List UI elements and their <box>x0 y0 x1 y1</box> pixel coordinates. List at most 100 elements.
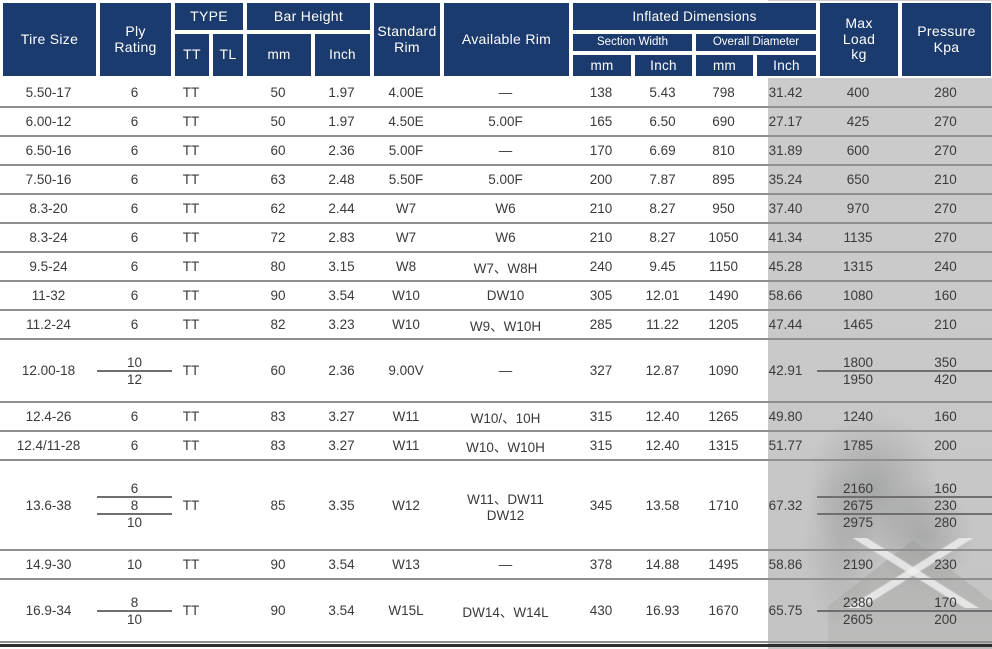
cell-section-width-mm: 240 <box>570 252 632 282</box>
cell-overall-diameter-mm: 1150 <box>693 252 754 282</box>
cell-type-tt: TT <box>172 339 210 403</box>
table-row: 13.6-38 6 8 10 TT 85 3.35 W12 W11、DW11 DW12 345 13.… <box>0 460 992 551</box>
cell-standard-rim: 4.50E <box>371 107 441 137</box>
cell-type-tt: TT <box>172 550 210 580</box>
cell-ply-rating: 8 10 <box>97 579 172 643</box>
cell-pressure: 200 <box>934 438 957 453</box>
cell-overall-diameter-mm: 1490 <box>693 281 754 311</box>
cell-section-width-mm: 170 <box>570 136 632 166</box>
cell-pressure: 270 <box>934 201 957 216</box>
cell-section-width-mm: 138 <box>570 78 632 108</box>
cell-available-rim: W10、W10H <box>441 431 570 461</box>
cell-ply-rating: 10 12 <box>97 339 172 403</box>
header-max-load: Max Load kg <box>818 1 900 78</box>
cell-standard-rim: W10 <box>371 281 441 311</box>
cell-pressure: 160 <box>934 409 957 424</box>
cell-standard-rim: 4.00E <box>371 78 441 108</box>
cell-overall-diameter-inch: 35.24 <box>754 165 817 195</box>
cell-type-tt: TT <box>172 281 210 311</box>
header-overall-diameter-mm: mm <box>694 53 755 78</box>
table-row: 8.3-24 6 TT 72 2.83 W7 W6 210 8.27 1050 41.34 1135 2… <box>0 223 992 253</box>
cell-overall-diameter-mm: 1710 <box>693 460 754 551</box>
cell-pressure: 280 <box>934 84 957 100</box>
cell-type-tl <box>210 194 244 224</box>
cell-bar-height-mm: 62 <box>244 194 312 224</box>
cell-bar-height-mm: 60 <box>244 339 312 403</box>
cell-available-rim: — <box>441 550 570 580</box>
table-row: 11.2-24 6 TT 82 3.23 W10 W9、W10H 285 11.22 1205 47… <box>0 310 992 340</box>
cell-section-width-mm: 210 <box>570 223 632 253</box>
cell-overall-diameter-mm: 1495 <box>693 550 754 580</box>
cell-ply-rating: 6 <box>97 431 172 461</box>
cell-bar-height-inch: 3.54 <box>312 579 371 643</box>
cell-available-rim: 5.00F <box>441 165 570 195</box>
cell-max-load: 1135 <box>843 230 873 245</box>
table-row: 8.3-20 6 TT 62 2.44 W7 W6 210 8.27 950 37.40 970 270 <box>0 194 992 224</box>
header-bar-height-mm: mm <box>245 32 313 78</box>
cell-tire-size: 8.3-24 <box>0 223 97 253</box>
cell-ply-rating: 6 <box>97 165 172 195</box>
cell-type-tt: TT <box>172 107 210 137</box>
header-standard-rim: Standard Rim <box>372 1 442 78</box>
cell-max-load: 2190 <box>842 557 874 572</box>
header-overall-diameter-inch: Inch <box>755 53 818 78</box>
header-bar-height-inch: Inch <box>313 32 372 78</box>
cell-load-pressure-group: 600 270 <box>817 136 992 166</box>
table-row: 16.9-34 8 10 TT 90 3.54 W15L DW14、W14L 430 16.93 1… <box>0 579 992 643</box>
cell-overall-diameter-mm: 1205 <box>693 310 754 340</box>
header-pressure: Pressure Kpa <box>900 1 992 78</box>
cell-tire-size: 12.4/11-28 <box>0 431 97 461</box>
cell-max-load: 600 <box>846 143 870 158</box>
cell-standard-rim: W15L <box>371 579 441 643</box>
cell-pressure: 230 <box>934 557 957 572</box>
cell-available-rim: W6 <box>441 194 570 224</box>
cell-section-width-mm: 165 <box>570 107 632 137</box>
cell-max-load: 1785 <box>842 438 874 453</box>
cell-section-width-inch: 7.87 <box>632 165 693 195</box>
cell-overall-diameter-mm: 1315 <box>693 431 754 461</box>
cell-pressure: 270 <box>934 230 957 245</box>
cell-section-width-inch: 12.40 <box>632 402 693 432</box>
cell-bar-height-inch: 2.36 <box>312 339 371 403</box>
table-row: 12.4-26 6 TT 83 3.27 W11 W10/、10H 315 12.40 1265 4… <box>0 402 992 432</box>
cell-section-width-mm: 200 <box>570 165 632 195</box>
cell-max-load: 1240 <box>842 409 874 424</box>
cell-bar-height-inch: 1.97 <box>312 78 371 108</box>
cell-bar-height-mm: 90 <box>244 281 312 311</box>
cell-bar-height-inch: 3.15 <box>312 252 371 282</box>
cell-max-load: 1800 <box>842 354 874 370</box>
cell-overall-diameter-inch: 31.42 <box>754 78 817 108</box>
cell-max-load: 1315 <box>842 259 874 274</box>
cell-tire-size: 12.4-26 <box>0 402 97 432</box>
spec-table-body: 5.50-17 6 TT 50 1.97 4.00E —138 5.43 798 31.42 400… <box>0 78 992 643</box>
cell-available-rim: — <box>441 78 570 108</box>
cell-overall-diameter-mm: 1050 <box>693 223 754 253</box>
cell-standard-rim: 9.00V <box>371 339 441 403</box>
cell-bar-height-inch: 2.83 <box>312 223 371 253</box>
cell-ply-rating: 6 <box>97 107 172 137</box>
cell-type-tl <box>210 223 244 253</box>
cell-tire-size: 11-32 <box>0 281 97 311</box>
header-overall-diameter: Overall Diameter <box>694 32 818 53</box>
cell-pressure: 420 <box>934 371 957 387</box>
cell-section-width-inch: 5.43 <box>632 78 693 108</box>
cell-overall-diameter-inch: 58.66 <box>754 281 817 311</box>
cell-max-load: 2975 <box>842 514 874 530</box>
cell-type-tl <box>210 78 244 108</box>
cell-section-width-inch: 9.45 <box>632 252 693 282</box>
cell-type-tt: TT <box>172 165 210 195</box>
cell-bar-height-inch: 2.48 <box>312 165 371 195</box>
header-inflated-dimensions: Inflated Dimensions <box>571 1 818 32</box>
cell-pressure: 210 <box>934 172 957 187</box>
cell-section-width-mm: 305 <box>570 281 632 311</box>
cell-pressure: 170 <box>934 594 957 610</box>
cell-type-tt: TT <box>172 223 210 253</box>
cell-max-load: 400 <box>846 84 870 100</box>
cell-load-pressure-group: 1135 270 <box>817 223 992 253</box>
cell-overall-diameter-mm: 1670 <box>693 579 754 643</box>
cell-bar-height-mm: 50 <box>244 107 312 137</box>
cell-pressure: 240 <box>934 259 957 274</box>
cell-ply-rating: 6 <box>97 194 172 224</box>
cell-overall-diameter-inch: 65.75 <box>754 579 817 643</box>
spec-table: 5.50-17 6 TT 50 1.97 4.00E —138 5.43 798 31.42 400… <box>0 78 992 643</box>
